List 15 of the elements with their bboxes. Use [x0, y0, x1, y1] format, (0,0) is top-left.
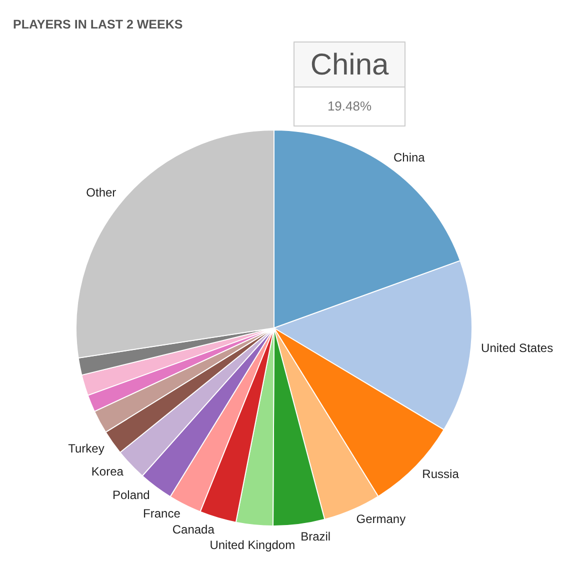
slice-label: United Kingdom: [210, 538, 296, 552]
slice-label: Canada: [172, 522, 215, 536]
slice-label: Korea: [91, 464, 124, 479]
slice-label: Russia: [422, 466, 460, 481]
slice-label: France: [143, 506, 181, 521]
chart-title: PLAYERS IN LAST 2 WEEKS: [13, 18, 183, 32]
slice-label: Brazil: [300, 529, 331, 544]
slice-label: China: [310, 48, 390, 82]
slice-label: Poland: [112, 488, 150, 502]
slice-label: Germany: [356, 512, 406, 526]
slice-label: Turkey: [68, 441, 104, 456]
slice-label: Other: [86, 186, 116, 200]
slice-label: China: [393, 150, 426, 165]
data-label: 19.48%: [327, 98, 372, 114]
slice-label: United States: [481, 340, 554, 355]
